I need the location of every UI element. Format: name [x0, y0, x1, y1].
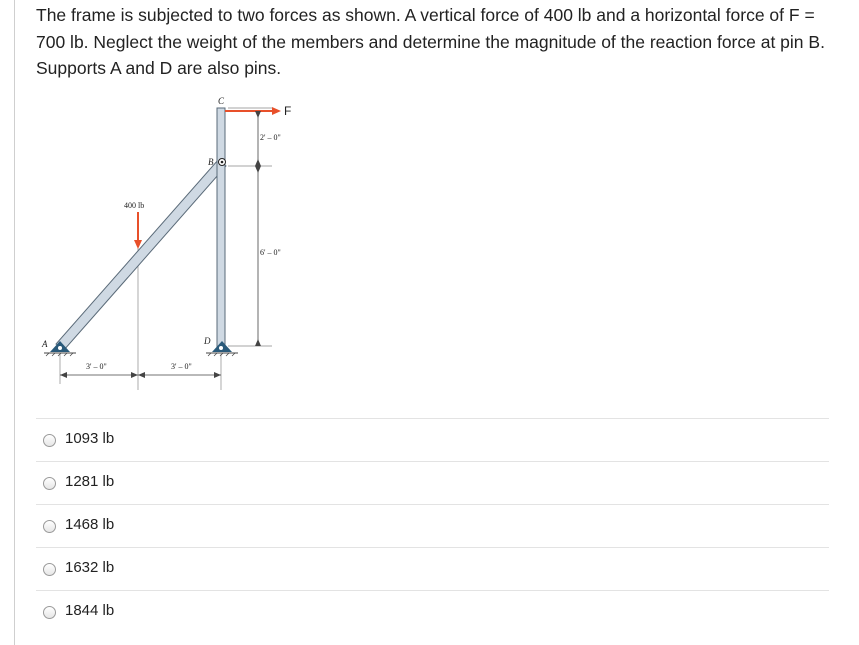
answer-label: 1844 lb [65, 602, 115, 619]
label-f: F [284, 104, 291, 118]
support-d [206, 341, 238, 357]
radio-button[interactable] [43, 606, 56, 619]
label-dim-right: 6' – 0" [260, 248, 281, 257]
support-a [44, 341, 76, 357]
answer-option[interactable]: 1093 lb [36, 418, 829, 461]
dimension-bottom [60, 372, 221, 378]
label-b: B [208, 157, 214, 167]
answer-option[interactable]: 1281 lb [36, 461, 829, 504]
frame-diagram: A B C D F 400 lb 2' – 0" 6' – 0" 3' – 0"… [41, 96, 291, 390]
label-a: A [41, 339, 48, 349]
answer-label: 1468 lb [65, 516, 115, 533]
answer-label: 1093 lb [65, 430, 115, 447]
label-dim-top: 2' – 0" [260, 133, 281, 142]
label-400lb: 400 lb [124, 201, 144, 210]
question-text: The frame is subjected to two forces as … [36, 5, 825, 78]
member-cd [216, 107, 226, 349]
answer-option[interactable]: 1468 lb [36, 504, 829, 547]
label-dim-mid: 3' – 0" [171, 362, 192, 371]
member-ab [55, 159, 227, 351]
left-border [14, 0, 15, 645]
radio-button[interactable] [43, 477, 56, 490]
force-400-arrow [134, 212, 142, 249]
radio-button[interactable] [43, 434, 56, 447]
answer-list: 1093 lb 1281 lb 1468 lb 1632 lb 1844 lb [36, 418, 829, 633]
answer-option[interactable]: 1632 lb [36, 547, 829, 590]
label-c: C [218, 96, 225, 106]
answer-label: 1632 lb [65, 559, 115, 576]
label-d: D [203, 336, 211, 346]
force-f-arrow [225, 107, 281, 115]
label-dim-left: 3' – 0" [86, 362, 107, 371]
radio-button[interactable] [43, 563, 56, 576]
answer-label: 1281 lb [65, 473, 115, 490]
dimension-right [228, 107, 272, 347]
radio-button[interactable] [43, 520, 56, 533]
answer-option[interactable]: 1844 lb [36, 590, 829, 633]
